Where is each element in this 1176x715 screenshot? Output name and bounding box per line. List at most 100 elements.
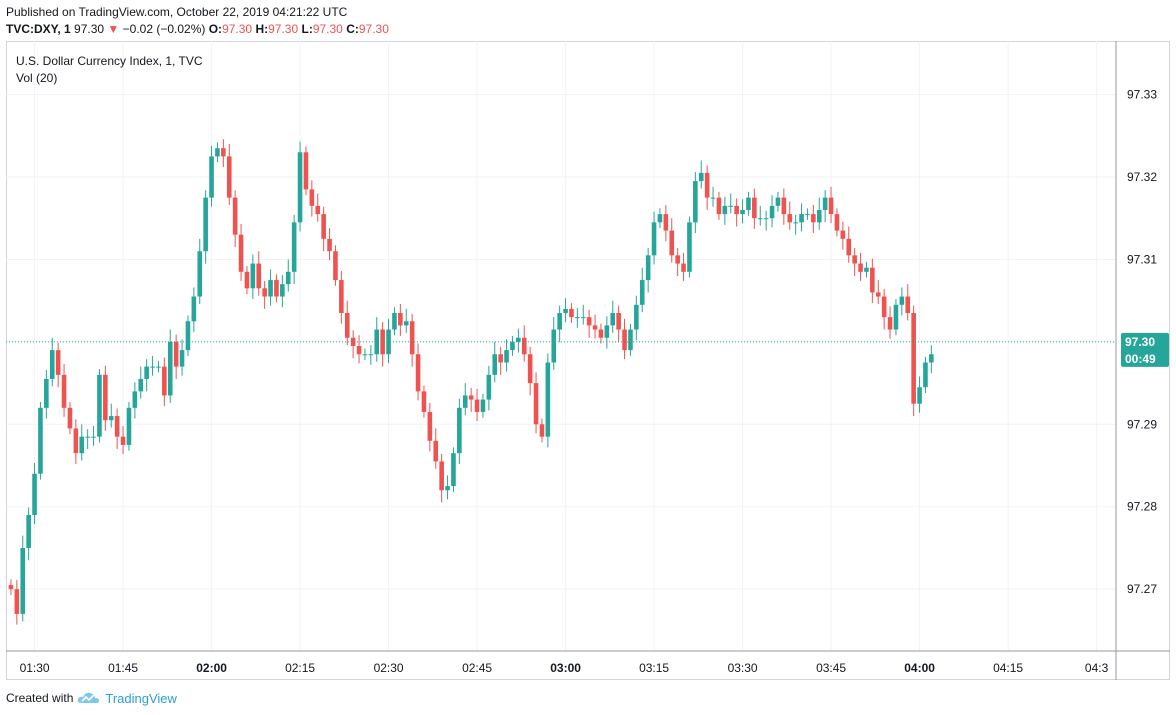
open-value: 97.30 — [222, 22, 253, 36]
candle-body — [179, 350, 185, 367]
low-value: 97.30 — [312, 22, 343, 36]
candle-body — [811, 214, 816, 223]
candle-body — [315, 205, 321, 215]
candle-body — [303, 152, 309, 190]
candle-body — [203, 197, 208, 252]
candle-body — [799, 214, 804, 223]
x-tick-label: 03:15 — [639, 661, 669, 675]
candle-body — [215, 148, 220, 157]
y-tick-label: 97.27 — [1127, 582, 1157, 596]
candle-body — [575, 317, 580, 319]
candlestick-chart[interactable]: 97.33 97.32 97.31 97.30 97.29 97.28 97.27 01:3… — [6, 41, 1170, 680]
candle-body — [651, 222, 657, 256]
candle-body — [887, 317, 893, 330]
candle-body — [197, 251, 203, 297]
candle-body — [380, 329, 385, 355]
candle-body — [415, 354, 421, 392]
tradingview-brand[interactable]: TradingView — [105, 690, 177, 706]
x-tick-label: 04:3 — [1085, 661, 1109, 675]
candle-body — [462, 395, 468, 408]
candle-body — [693, 181, 698, 223]
high-value: 97.30 — [268, 22, 299, 36]
published-line: Published on TradingView.com, October 22… — [6, 5, 348, 19]
candle-body — [368, 354, 374, 356]
candle-body — [114, 416, 120, 437]
candle-body — [103, 374, 108, 421]
candle-body — [917, 387, 922, 404]
candle-body — [929, 354, 934, 363]
candle-body — [881, 296, 887, 318]
y-tick-label: 97.33 — [1127, 88, 1157, 102]
candle-body — [645, 255, 651, 281]
candle-body — [8, 585, 14, 590]
price-tag-countdown: 00:49 — [1125, 352, 1156, 366]
candle-body — [232, 197, 238, 235]
candle-body — [816, 209, 822, 223]
candle-body — [445, 486, 450, 491]
candle-body — [775, 197, 781, 206]
candle-body — [451, 453, 456, 487]
candle-body — [521, 337, 527, 355]
candle-body — [893, 304, 899, 330]
y-tick-label: 97.29 — [1127, 417, 1157, 431]
candle-body — [274, 280, 279, 297]
candle-body — [545, 362, 551, 437]
candle-body — [822, 197, 828, 210]
candle-body — [663, 214, 669, 231]
candle-body — [44, 378, 49, 408]
candle-body — [557, 313, 562, 330]
candle-body — [327, 238, 332, 252]
candle-body — [14, 589, 20, 614]
x-tick-label: 04:00 — [904, 661, 935, 675]
candle-body — [268, 280, 273, 297]
candle-body — [421, 391, 427, 412]
candle-body — [468, 395, 474, 400]
candle-body — [870, 267, 875, 293]
candle-body — [687, 222, 692, 272]
candle-body — [710, 197, 716, 199]
x-tick-label: 01:45 — [108, 661, 138, 675]
candle-body — [763, 218, 769, 220]
candle-body — [580, 317, 586, 319]
symbol-label: TVC:DXY, 1 — [6, 22, 71, 36]
price-tag: 97.30 00:49 — [1121, 332, 1169, 367]
candle-body — [923, 362, 928, 388]
low-label: L: — [301, 22, 313, 36]
candle-body — [592, 325, 598, 330]
candle-body — [156, 366, 161, 368]
close-value: 97.30 — [358, 22, 389, 36]
candle-body — [244, 271, 250, 289]
candle-body — [191, 296, 197, 322]
x-tick-label: 04:15 — [993, 661, 1023, 675]
candle-body — [510, 341, 515, 351]
candle-body — [793, 222, 798, 224]
x-tick-label: 02:45 — [462, 661, 492, 675]
time-axis[interactable]: 01:30 01:45 02:00 02:15 02:30 02:45 03:00 03:15… — [20, 661, 1109, 675]
candle-body — [386, 329, 391, 355]
candle-body — [899, 296, 905, 305]
candle-body — [238, 234, 244, 272]
candle-body — [439, 461, 444, 491]
x-tick-label: 03:45 — [816, 661, 846, 675]
candle-body — [132, 391, 138, 408]
candle-body — [604, 325, 610, 338]
last-price: 97.30 — [74, 22, 105, 36]
x-tick-label: 02:30 — [374, 661, 404, 675]
candle-body — [704, 172, 710, 198]
tradingview-cloud-icon — [78, 692, 100, 703]
candle-body — [828, 197, 834, 215]
candle-body — [85, 436, 90, 438]
footer: Created with TradingView — [6, 690, 177, 706]
candle-body — [639, 280, 645, 305]
candle-body — [486, 374, 492, 400]
candle-body — [769, 205, 775, 219]
chart-area[interactable]: 97.33 97.32 97.31 97.30 97.29 97.28 97.27 01:3… — [6, 41, 1170, 680]
candle-body — [622, 329, 627, 351]
down-arrow-icon: ▼ — [107, 22, 120, 36]
candle-body — [250, 263, 256, 289]
candle-body — [551, 329, 557, 363]
candle-body — [280, 284, 285, 297]
candle-body — [875, 292, 881, 297]
candle-body — [344, 313, 350, 338]
candle-body — [162, 366, 167, 396]
